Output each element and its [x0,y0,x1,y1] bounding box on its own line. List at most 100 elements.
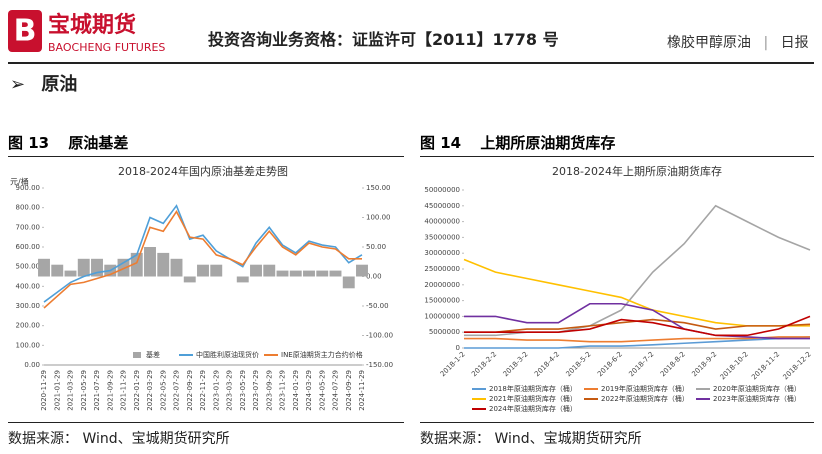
logo-mark [8,10,42,52]
x-tick-label: 2022-05-29 [159,370,167,411]
legend-label: 2020年原油期货库存（桶） [713,384,801,393]
series-line [463,258,810,327]
logo-cn: 宝城期货 [48,12,136,38]
y-tick-label: 5000000 [429,328,460,336]
x-tick-label: 2023-03-29 [226,370,234,411]
bar [144,247,156,277]
bar [91,258,103,277]
chart: 2018-2024年上期所原油期货库存 0 5000000 10000000 15000… [424,164,813,413]
x-tick-label: 2020-11-29 [40,370,48,411]
figure-label: 图 14 [420,134,462,152]
x-tick-label: 2022-07-29 [173,370,181,411]
bar [263,264,276,277]
y-tick-label: 35000000 [424,233,460,241]
bar [183,276,196,283]
x-tick-label: 2018-7-2 [627,350,655,378]
bar [157,252,170,277]
y2-tick-label: -50.00 [366,302,389,310]
y-tick-label: 30000000 [424,249,460,257]
bar [289,270,302,277]
x-tick-label: 2022-01-29 [133,370,141,411]
x-tick-label: 2023-05-29 [239,370,247,411]
legend-swatch [133,352,141,358]
x-tick-label: 2021-05-29 [80,370,88,411]
series-line [464,336,811,349]
legend-label: 2021年原油期货库存（桶） [489,394,577,403]
x-tick-label: 2021-01-29 [53,370,61,411]
header-rule [8,62,814,64]
bar [197,264,209,277]
bar [117,258,130,277]
series-line [43,204,363,303]
y-tick-label: 900.00 [16,184,41,192]
bar [170,258,183,277]
bar [356,264,368,277]
x-tick-label: 2018-10-2 [719,350,750,381]
y-tick-label: 600.00 [16,243,41,251]
logo-letter: B [14,14,37,49]
series-line [464,336,810,343]
figure-title: 原油基差 [68,134,129,152]
separator: | [763,35,769,51]
y2-tick-label: -150.00 [366,361,393,369]
y-tick-label: 15000000 [424,297,460,305]
header-right: 橡胶甲醇原油 | 日报 [667,32,809,52]
x-tick-label: 2024-09-29 [345,370,353,411]
legend-label: 2022年原油期货库存（桶） [601,394,689,403]
series-line [464,302,810,340]
y-tick-label: 25000000 [424,265,460,273]
qualification: 投资咨询业务资格：证监许可【2011】1778 号 [208,30,559,49]
x-tick-label: 2021-07-29 [93,370,101,411]
section: ➢ 原油 [10,70,77,96]
figure-caption: 图 14 上期所原油期货库存 [420,132,814,157]
bar [64,270,77,277]
y-tick-label: 200.00 [16,322,41,330]
bar [250,264,262,277]
x-tick-label: 2022-09-29 [186,370,194,411]
section-marker: ➢ [10,74,26,95]
y-tick-label: 300.00 [16,302,41,310]
y2-tick-label: 50.00 [366,243,386,251]
bar [210,264,223,277]
x-tick-label: 2022-11-29 [199,370,207,411]
x-tick-label: 2024-11-29 [358,370,366,411]
bar [38,258,50,277]
x-tick-label: 2018-11-2 [750,350,781,381]
x-tick-label: 2018-1-2 [439,350,467,378]
x-tick-label: 2023-07-29 [252,370,260,411]
logo: B 宝城期货 BAOCHENG FUTURES [8,10,165,54]
bar [316,270,329,277]
y-tick-label: 500.00 [16,263,41,271]
chart-title: 2018-2024年国内原油基差走势图 [118,164,288,178]
x-tick-label: 2022-03-29 [146,370,154,411]
series-line [464,204,811,337]
x-tick-label: 2021-09-29 [106,370,114,411]
legend-label: 2018年原油期货库存（桶） [489,384,577,393]
legend-label: 2019年原油期货库存（桶） [601,384,689,393]
x-tick-label: 2018-6-2 [596,350,624,378]
legend-label: 2023年原油期货库存（桶） [713,394,801,403]
y-unit: 元/桶 [10,177,29,187]
product: 橡胶甲醇原油 [667,35,751,51]
bar [342,276,355,289]
figure-caption: 图 13 原油基差 [8,132,404,157]
x-tick-label: 2018-4-2 [533,350,561,378]
y-tick-label: 45000000 [424,202,460,210]
y2-tick-label: 150.00 [366,184,391,192]
legend-label: INE原油期货主力合约价格 [281,350,363,359]
x-tick-label: 2018-12-2 [782,350,813,381]
chart-title: 2018-2024年上期所原油期货库存 [552,164,722,178]
x-tick-label: 2023-09-29 [265,370,273,411]
bar [276,270,289,277]
x-tick-label: 2021-11-29 [120,370,128,411]
x-tick-label: 2023-11-29 [279,370,287,411]
y2-tick-label: 0.00 [366,273,382,281]
figure-label: 图 13 [8,134,50,152]
x-tick-label: 2024-03-29 [305,370,313,411]
figure-title: 上期所原油期货库存 [480,134,616,152]
section-title: 原油 [41,74,78,95]
legend-label: 基差 [146,350,160,359]
x-tick-label: 2018-8-2 [659,350,687,378]
